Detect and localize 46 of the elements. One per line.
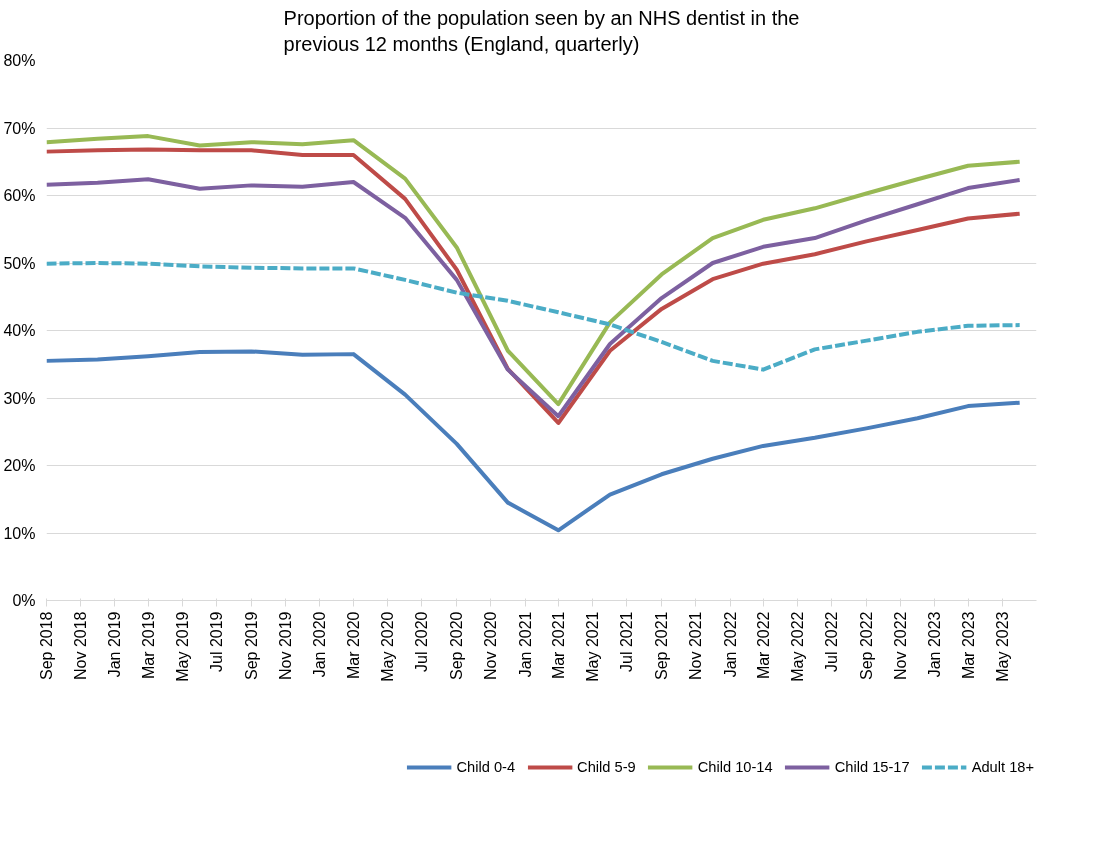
x-tick-label: Jul 2019 — [208, 611, 226, 672]
y-tick-label: 50% — [3, 254, 36, 272]
legend-label: Adult 18+ — [971, 758, 1034, 775]
x-tick-label: May 2019 — [173, 611, 191, 682]
x-tick-label: Jan 2021 — [516, 611, 534, 678]
y-tick-label: 10% — [3, 524, 36, 542]
x-tick-label: Nov 2018 — [72, 611, 90, 680]
x-tick-label: Jan 2020 — [311, 611, 329, 678]
line-series — [46, 261, 1022, 372]
x-tick-label: Nov 2019 — [277, 611, 295, 680]
x-tick-label: Sep 2020 — [448, 611, 466, 681]
legend-label: Child 10-14 — [697, 758, 773, 775]
legend-label: Child 0-4 — [456, 758, 516, 775]
chart-title: Proportion of the population seen by an NHS dentist in the previous 12 months (England, quarterly) — [283, 7, 800, 56]
x-tick-label: Nov 2021 — [687, 611, 705, 680]
legend-label: Child 15-17 — [834, 758, 910, 775]
x-tick-label: Mar 2020 — [344, 611, 362, 680]
y-tick-label: 70% — [3, 119, 36, 137]
x-tick-label: Sep 2018 — [38, 611, 55, 681]
x-tick-label: Nov 2022 — [892, 611, 910, 680]
y-tick-label: 20% — [3, 457, 36, 474]
x-tick-label: May 2023 — [993, 611, 1011, 682]
y-tick-label: 0% — [12, 592, 36, 609]
x-tick-label: Mar 2022 — [754, 611, 772, 680]
x-tick-label: Sep 2019 — [242, 611, 260, 681]
y-tick-label: 60% — [3, 187, 36, 204]
x-tick-label: Sep 2022 — [857, 611, 875, 681]
x-tick-label: Jan 2023 — [926, 611, 944, 678]
y-tick-label: 80% — [3, 52, 36, 69]
y-tick-label: 30% — [3, 389, 36, 407]
x-tick-label: Jan 2019 — [106, 611, 124, 678]
x-tick-label: Jan 2022 — [721, 611, 739, 678]
x-tick-label: Mar 2023 — [959, 611, 977, 680]
x-tick-label: Mar 2021 — [549, 611, 567, 680]
line-series — [46, 349, 1022, 533]
x-tick-label: Sep 2021 — [653, 611, 671, 681]
x-tick-label: Mar 2019 — [139, 611, 157, 680]
legend-label: Child 5-9 — [577, 758, 636, 775]
x-tick-label: Nov 2020 — [482, 611, 500, 680]
x-tick-label: Jul 2022 — [823, 611, 841, 672]
x-tick-label: May 2022 — [788, 611, 806, 682]
x-tick-label: May 2020 — [379, 611, 397, 682]
x-tick-label: May 2021 — [584, 611, 602, 682]
x-tick-label: Jul 2020 — [413, 611, 431, 672]
y-tick-label: 40% — [3, 322, 36, 339]
x-tick-label: Jul 2021 — [618, 611, 636, 672]
